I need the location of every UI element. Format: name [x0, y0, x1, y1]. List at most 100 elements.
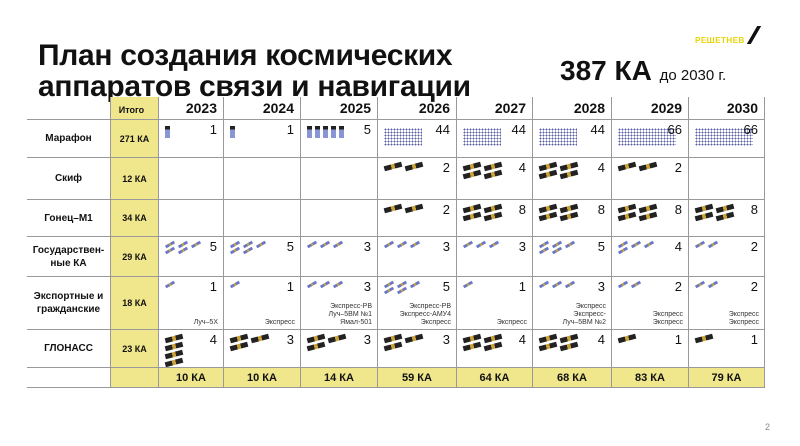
row-label: Скиф	[27, 158, 111, 200]
satellite-caption: Луч–5Х	[193, 319, 218, 326]
satellite-group-icon	[383, 203, 431, 214]
table-cell	[224, 200, 301, 237]
satellite-icon	[707, 240, 719, 249]
year-total: 79 КА	[689, 368, 765, 388]
satellite-caption: Экспресс-РВ Луч–5ВМ №1 Ямал-501	[328, 303, 372, 326]
satellite-icon	[165, 126, 203, 138]
satellite-cluster-icon	[539, 128, 577, 146]
satellite-cluster-icon	[384, 128, 422, 146]
satellite-group-icon	[617, 280, 664, 289]
satellite-icon	[339, 126, 344, 138]
count: 3	[442, 332, 450, 347]
satellite-icon	[306, 240, 318, 249]
table-cell	[301, 158, 378, 200]
satellite-caption: Экспресс	[264, 319, 295, 326]
year-total: 14 КА	[301, 368, 378, 388]
satellite-caption: Экспресс	[496, 319, 527, 326]
satellite-icon	[229, 280, 241, 289]
row-label: Экспортные и гражданские	[27, 277, 111, 330]
satellite-icon	[164, 280, 176, 289]
table-cell: 3	[224, 330, 301, 368]
row-label: Гонец–М1	[27, 200, 111, 237]
satellite-icon	[383, 203, 403, 214]
row-total: 12 КА	[111, 158, 159, 200]
count: 5	[209, 239, 217, 254]
table-cell: 44	[457, 120, 533, 158]
table-cell: 2 Экспресс Экспресс	[612, 277, 689, 330]
count: 1	[209, 279, 217, 294]
header-year-2029: 2029	[612, 97, 689, 120]
count: 66	[667, 122, 682, 137]
count: 44	[590, 122, 605, 137]
table-cell: 4	[457, 330, 533, 368]
table-cell: 2 Экспресс Экспресс	[689, 277, 765, 330]
satellite-cluster-icon	[695, 128, 753, 146]
page-number: 2	[764, 422, 770, 432]
header-year-2027: 2027	[457, 97, 533, 120]
satellite-icon	[306, 341, 326, 352]
row-total: 18 КА	[111, 277, 159, 330]
satellite-icon	[617, 211, 637, 222]
table-cell: 1 Луч–5Х	[159, 277, 224, 330]
satellite-group-icon	[229, 280, 276, 289]
table-cell: 8	[533, 200, 612, 237]
table-cell: 3 Экспресс-РВ Луч–5ВМ №1 Ямал-501	[301, 277, 378, 330]
count: 3	[363, 239, 371, 254]
satellite-icon	[694, 280, 706, 289]
satellite-group-icon	[462, 203, 508, 222]
table-cell: 2	[612, 158, 689, 200]
satellite-icon	[462, 211, 482, 222]
table-cell: 1	[159, 120, 224, 158]
satellite-icon	[383, 161, 403, 172]
satellite-icon	[630, 240, 642, 249]
table-cell: 4	[159, 330, 224, 368]
table-cell: 5	[533, 237, 612, 277]
satellite-group-icon	[164, 240, 203, 255]
satellite-icon	[164, 357, 184, 367]
count: 1	[518, 279, 526, 294]
satellite-group-icon	[306, 240, 353, 249]
satellite-group-icon	[694, 280, 740, 289]
count: 3	[363, 279, 371, 294]
year-total: 10 КА	[224, 368, 301, 388]
satellite-group-icon	[538, 280, 586, 289]
satellite-icon	[165, 126, 170, 138]
satellite-icon	[396, 240, 408, 249]
satellite-icon	[331, 126, 336, 138]
satellite-icon	[404, 161, 424, 172]
satellite-group-icon	[538, 161, 586, 180]
count: 2	[442, 160, 450, 175]
satellite-icon	[255, 240, 267, 249]
satellite-icon	[190, 240, 202, 249]
satellite-icon	[538, 280, 550, 289]
satellite-group-icon	[617, 161, 664, 172]
satellite-group-icon	[538, 333, 586, 352]
table-cell: 1 Экспресс	[457, 277, 533, 330]
year-total: 10 КА	[159, 368, 224, 388]
satellite-icon	[564, 240, 576, 249]
count: 4	[597, 332, 605, 347]
satellite-cluster-icon	[463, 128, 501, 146]
satellite-group-icon	[694, 333, 740, 344]
table-cell: 3	[378, 330, 457, 368]
table-cell: 5 Экспресс-РВ Экспресс-АМУ4 Экспресс	[378, 277, 457, 330]
table-cell: 3 Экспресс Экспресс- Луч–5ВМ №2	[533, 277, 612, 330]
satellite-group-icon	[383, 280, 431, 295]
table-cell: 3	[301, 237, 378, 277]
satellite-icon	[319, 240, 331, 249]
table-cell	[301, 200, 378, 237]
table-cell: 3	[301, 330, 378, 368]
satellite-icon	[323, 126, 328, 138]
table-cell: 1	[224, 120, 301, 158]
header-year-2028: 2028	[533, 97, 612, 120]
title-line-1: План создания космических	[38, 39, 453, 72]
satellite-icon	[462, 341, 482, 352]
count: 8	[750, 202, 758, 217]
count: 8	[674, 202, 682, 217]
satellite-group-icon	[462, 161, 508, 180]
header-blank	[27, 97, 111, 120]
count: 2	[750, 239, 758, 254]
satellite-group-icon	[462, 333, 508, 352]
header-year-2024: 2024	[224, 97, 301, 120]
